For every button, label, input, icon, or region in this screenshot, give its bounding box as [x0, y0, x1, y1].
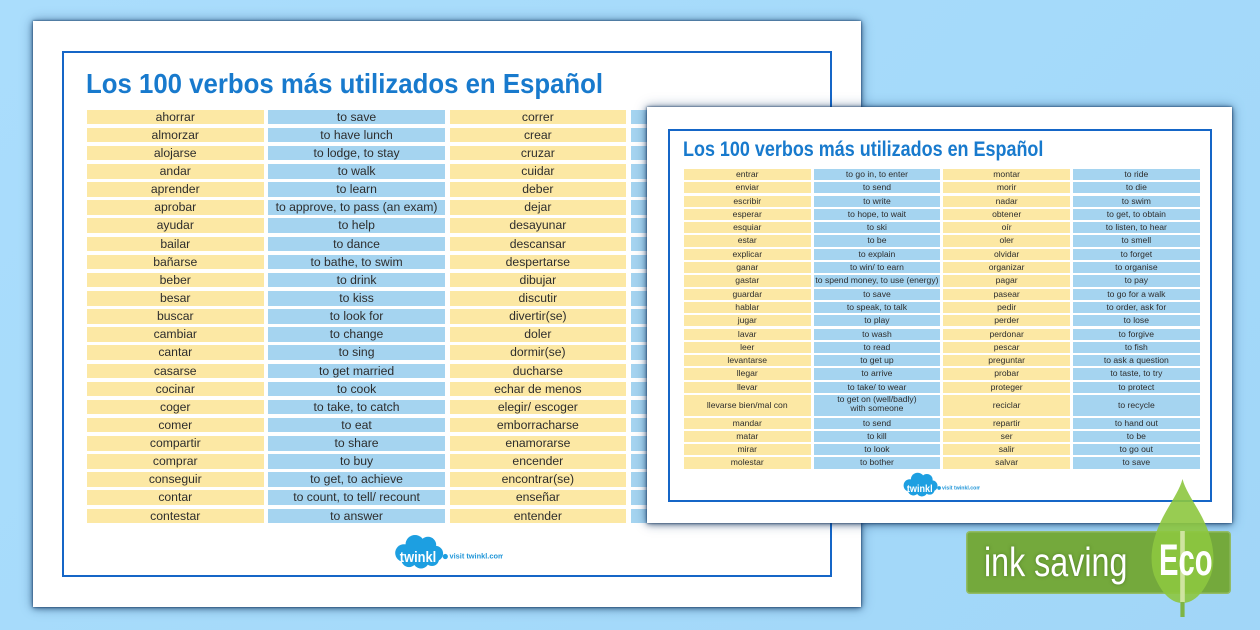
svg-text:visit twinkl.com: visit twinkl.com — [942, 485, 980, 491]
svg-text:visit twinkl.com: visit twinkl.com — [450, 552, 504, 561]
svg-text:twinkl: twinkl — [400, 549, 436, 565]
svg-text:twinkl: twinkl — [907, 483, 933, 495]
